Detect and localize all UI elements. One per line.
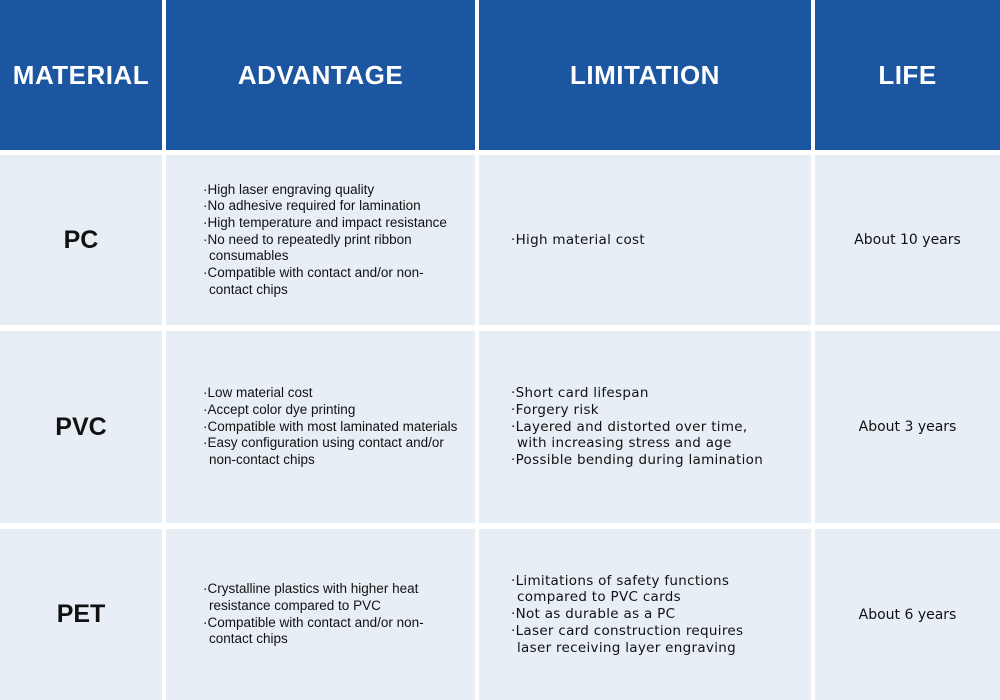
bullet-item: ·High laser engraving quality [203, 181, 375, 197]
bullet-item: ·Low material cost [203, 385, 313, 401]
bullet-list: ·Limitations of safety functions compare… [511, 573, 766, 657]
bullet-item: ·Possible bending during lamination [511, 452, 764, 469]
bullet-item: ·Accept color dye printing [203, 401, 356, 417]
limitation-cell: ·Limitations of safety functions compare… [479, 529, 811, 700]
header-cell: LIMITATION [479, 0, 811, 150]
bullet-item: ·Layered and distorted over time, with i… [511, 418, 748, 452]
bullet-list: ·Short card lifespan ·Forgery risk ·Layere… [511, 385, 766, 469]
advantage-cell: ·High laser engraving quality ·No adhesiv… [166, 155, 475, 325]
header-cell: ADVANTAGE [166, 0, 475, 150]
life-cell: About 3 years [815, 331, 1000, 523]
bullet-item: ·Compatible with contact and/or non-cont… [203, 614, 424, 647]
bullet-list: ·High material cost [511, 232, 766, 249]
life-cell: About 10 years [815, 155, 1000, 325]
advantage-cell: ·Low material cost ·Accept color dye prin… [166, 331, 475, 523]
bullet-item: ·Laser card construction requires laser … [511, 622, 744, 656]
limitation-cell: ·Short card lifespan ·Forgery risk ·Layere… [479, 331, 811, 523]
bullet-item: ·No adhesive required for lamination [203, 198, 421, 214]
material-cell: PC [0, 155, 162, 325]
header-cell: MATERIAL [0, 0, 162, 150]
bullet-item: ·Not as durable as a PC [511, 606, 676, 623]
bullet-item: ·Compatible with most laminated material… [203, 418, 458, 434]
limitation-cell: ·High material cost [479, 155, 811, 325]
bullet-item: ·Crystalline plastics with higher heat r… [203, 581, 419, 613]
header-cell: LIFE [815, 0, 1000, 150]
advantage-cell: ·Crystalline plastics with higher heat r… [166, 529, 475, 700]
bullet-item: ·Forgery risk [511, 401, 599, 418]
bullet-item: ·No need to repeatedly print ribbon cons… [203, 231, 412, 264]
bullet-item: ·High temperature and impact resistance [203, 214, 447, 230]
bullet-item: ·Compatible with contact and/or non-cont… [203, 265, 424, 297]
bullet-item: ·Easy configuration using contact and/or… [203, 435, 444, 468]
bullet-list: ·Crystalline plastics with higher heat r… [203, 581, 458, 648]
material-cell: PET [0, 529, 162, 700]
bullet-list: ·Low material cost ·Accept color dye prin… [203, 385, 458, 469]
bullet-item: ·High material cost [511, 231, 645, 248]
bullet-item: ·Limitations of safety functions compare… [511, 572, 730, 606]
bullet-item: ·Short card lifespan [511, 385, 649, 402]
material-cell: PVC [0, 331, 162, 523]
life-cell: About 6 years [815, 529, 1000, 700]
bullet-list: ·High laser engraving quality ·No adhesiv… [203, 182, 458, 299]
